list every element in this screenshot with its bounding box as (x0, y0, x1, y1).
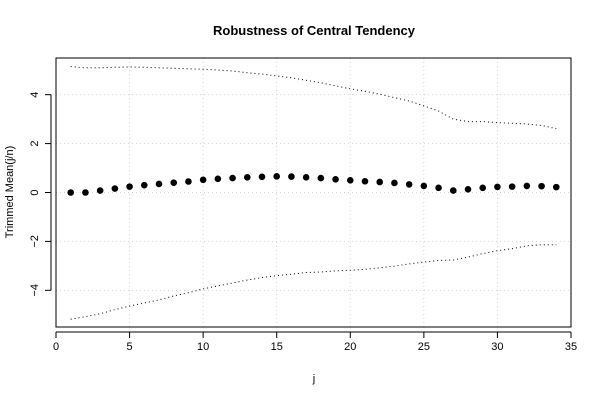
data-point (538, 182, 545, 190)
plot-area (67, 66, 560, 320)
data-point (288, 173, 295, 180)
data-point (420, 182, 428, 190)
data-point (302, 174, 310, 181)
axes: 0 5 10 15 20 25 30 35 −4 −2 0 2 4 (29, 92, 577, 353)
data-point (155, 180, 163, 188)
data-point (214, 175, 222, 183)
data-point (140, 181, 148, 189)
data-point (111, 185, 119, 192)
x-tick-label: 0 (53, 341, 59, 353)
data-point (332, 175, 339, 183)
data-point (82, 189, 89, 196)
data-point (508, 183, 516, 190)
data-point (552, 183, 560, 191)
data-point (464, 186, 472, 193)
x-axis-label: j (312, 373, 315, 385)
data-point (185, 178, 192, 185)
data-point (126, 183, 133, 190)
y-axis-label: Trimmed Mean(j/n) (4, 146, 16, 239)
x-tick-label: 5 (127, 341, 133, 353)
data-point (229, 174, 236, 182)
data-point (243, 174, 251, 181)
data-point (258, 173, 266, 181)
x-tick-label: 15 (271, 341, 283, 353)
y-tick-label: 4 (29, 92, 41, 98)
y-tick-label: −4 (29, 284, 41, 297)
x-tick-label: 35 (565, 341, 577, 353)
data-point (170, 179, 178, 187)
data-point (523, 182, 531, 190)
data-point (449, 187, 457, 194)
grid (55, 58, 572, 327)
data-point (67, 189, 75, 196)
data-point (494, 183, 501, 191)
lower-bound-line (70, 244, 557, 320)
x-tick-label: 30 (491, 341, 503, 353)
data-point (346, 176, 354, 184)
data-point (317, 174, 325, 182)
data-point (435, 184, 442, 192)
y-tick-label: 2 (29, 141, 41, 147)
data-point (273, 173, 281, 180)
data-point (199, 176, 207, 184)
y-tick-label: −2 (29, 235, 41, 248)
x-tick-label: 25 (418, 341, 430, 353)
x-tick-label: 10 (197, 341, 209, 353)
data-point (376, 178, 384, 186)
data-point (96, 187, 104, 194)
data-point (405, 181, 413, 188)
data-point (479, 184, 487, 192)
data-point (361, 177, 369, 185)
chart-title: Robustness of Central Tendency (213, 23, 416, 38)
upper-bound-line (70, 66, 557, 130)
plot-border (55, 57, 572, 328)
x-tick-label: 20 (344, 341, 356, 353)
data-point (391, 179, 398, 187)
y-tick-label: 0 (29, 189, 41, 195)
